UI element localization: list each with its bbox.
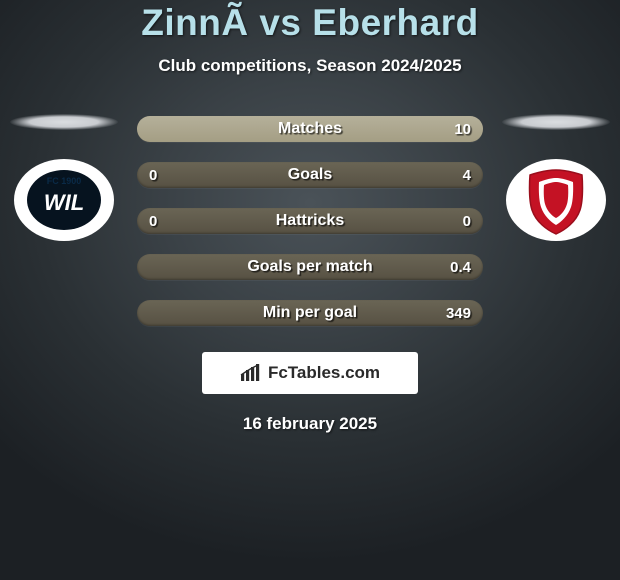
- player-photo-placeholder: [502, 114, 610, 130]
- player-photo-placeholder: [10, 114, 118, 130]
- stat-value-left: 0: [149, 213, 157, 230]
- date-label: 16 february 2025: [243, 414, 377, 434]
- right-player-col: [501, 114, 611, 242]
- stat-row: Matches 10: [137, 116, 483, 142]
- stat-row: 0 Hattricks 0: [137, 208, 483, 234]
- page-title: ZinnÃ vs Eberhard: [141, 2, 478, 44]
- comparison-card: ZinnÃ vs Eberhard Club competitions, Sea…: [0, 0, 620, 434]
- stat-label: Goals per match: [247, 258, 372, 276]
- stat-rows: Matches 10 0 Goals 4 0 Hattricks 0: [137, 114, 483, 326]
- bar-chart-icon: [240, 364, 262, 382]
- stat-value-right: 4: [463, 167, 471, 184]
- stat-row: Goals per match 0.4: [137, 254, 483, 280]
- branding-text: FcTables.com: [268, 363, 380, 383]
- right-club-badge: [505, 158, 607, 242]
- page-subtitle: Club competitions, Season 2024/2025: [158, 56, 461, 76]
- left-player-col: FC 1900 WIL: [9, 114, 119, 242]
- stat-label: Matches: [278, 120, 342, 138]
- stat-value-right: 349: [446, 305, 471, 322]
- stat-value-right: 0: [463, 213, 471, 230]
- stat-value-right: 0.4: [450, 259, 471, 276]
- svg-text:FC 1900: FC 1900: [47, 176, 82, 186]
- stat-row: Min per goal 349: [137, 300, 483, 326]
- stat-label: Goals: [288, 166, 332, 184]
- left-club-badge: FC 1900 WIL: [13, 158, 115, 242]
- stat-value-left: 0: [149, 167, 157, 184]
- branding-box: FcTables.com: [202, 352, 418, 394]
- stat-value-right: 10: [454, 121, 471, 138]
- stat-label: Min per goal: [263, 304, 357, 322]
- stat-row: 0 Goals 4: [137, 162, 483, 188]
- comparison-body: FC 1900 WIL Matches 10 0 Goals 4: [0, 114, 620, 326]
- stat-label: Hattricks: [276, 212, 344, 230]
- svg-text:WIL: WIL: [44, 190, 84, 215]
